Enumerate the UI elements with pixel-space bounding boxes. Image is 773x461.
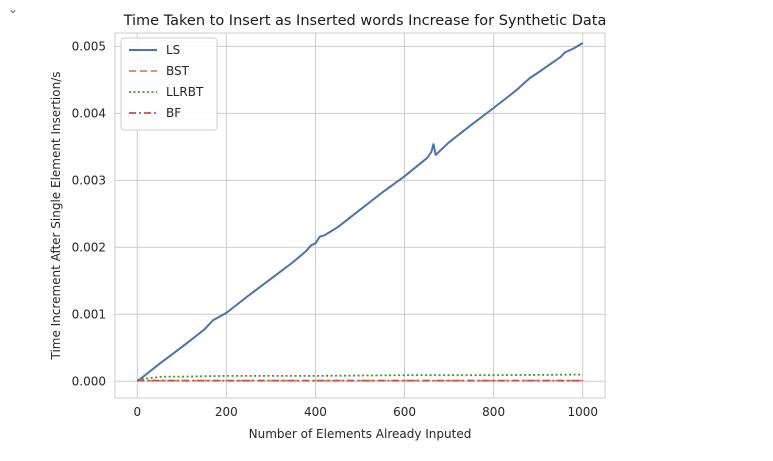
series-line-ls — [136, 42, 584, 383]
legend-label-llrbt: LLRBT — [166, 85, 204, 99]
chart-title: Time Taken to Insert as Inserted words I… — [123, 13, 607, 29]
y-axis-label: Time Increment After Single Element Inse… — [49, 72, 63, 361]
y-tick-label: 0.000 — [72, 374, 106, 388]
series-layer — [136, 42, 584, 383]
legend-label-ls: LS — [166, 43, 180, 57]
legend-label-bf: BF — [166, 106, 181, 120]
legend: LS BST LLRBT BF — [120, 37, 218, 131]
y-tick-label: 0.004 — [72, 106, 106, 120]
y-tick-label: 0.001 — [72, 307, 106, 321]
legend-box — [120, 37, 218, 131]
legend-label-bst: BST — [166, 64, 190, 78]
x-tick-label: 400 — [304, 405, 327, 419]
tick-labels: 0 200 400 600 800 1000 0.000 0.001 0.002 0.003 0.0… — [72, 39, 598, 419]
x-tick-label: 800 — [482, 405, 505, 419]
plot-frame — [114, 32, 606, 399]
x-tick-label: 0 — [133, 405, 141, 419]
y-tick-label: 0.005 — [72, 39, 106, 53]
y-tick-label: 0.002 — [72, 240, 106, 254]
x-tick-label: 600 — [393, 405, 416, 419]
chevron-down-icon[interactable]: ⌄ — [8, 2, 19, 16]
x-axis-label: Number of Elements Already Inputed — [249, 427, 472, 441]
x-tick-label: 1000 — [567, 405, 598, 419]
y-tick-label: 0.003 — [72, 173, 106, 187]
x-tick-label: 200 — [215, 405, 238, 419]
